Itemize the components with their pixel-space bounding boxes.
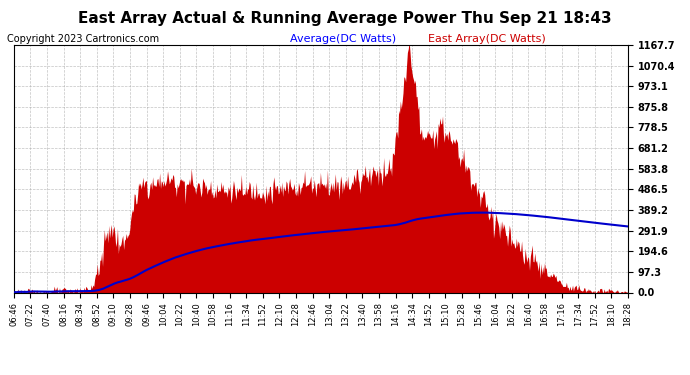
Text: East Array(DC Watts): East Array(DC Watts): [428, 34, 546, 44]
Text: Copyright 2023 Cartronics.com: Copyright 2023 Cartronics.com: [7, 34, 159, 44]
Text: Average(DC Watts): Average(DC Watts): [290, 34, 396, 44]
Text: East Array Actual & Running Average Power Thu Sep 21 18:43: East Array Actual & Running Average Powe…: [78, 11, 612, 26]
